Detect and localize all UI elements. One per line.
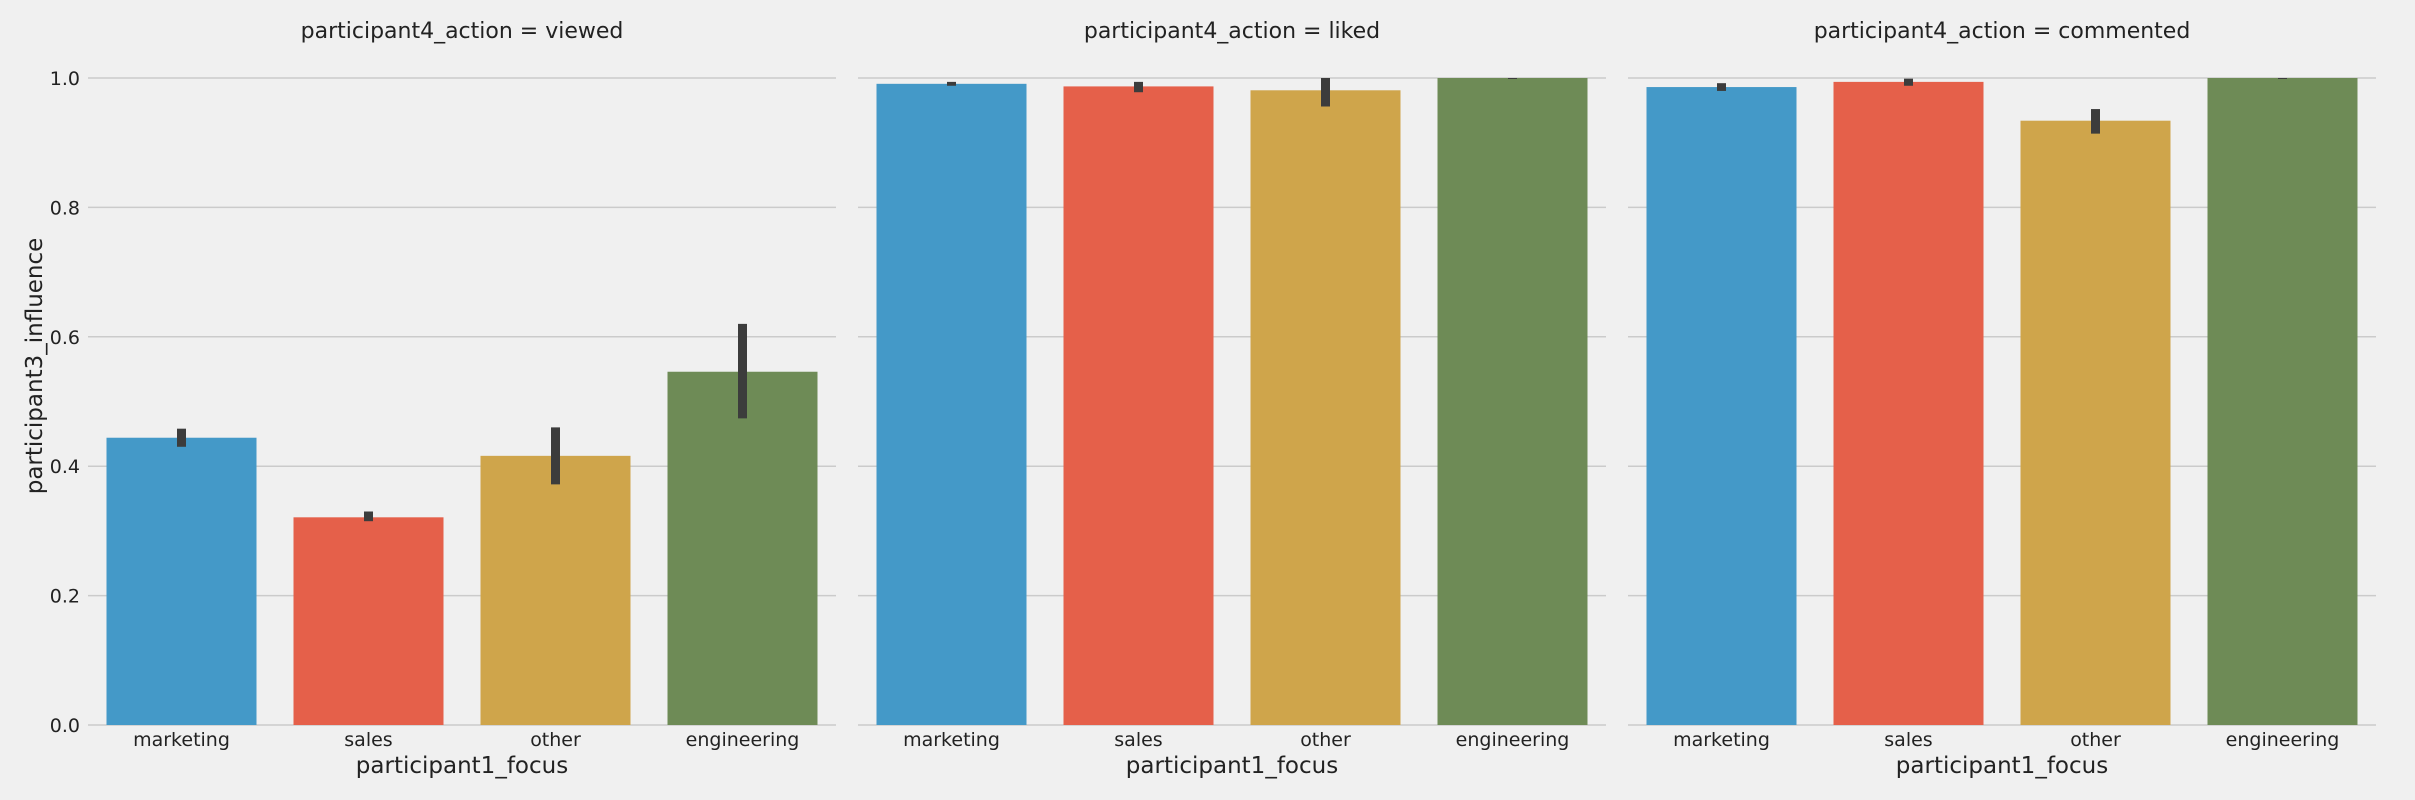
bar-engineering — [667, 371, 818, 725]
x-axis-label: participant1_focus — [1896, 753, 2108, 779]
bar-engineering — [2207, 78, 2358, 725]
x-tick-label: marketing — [903, 729, 1000, 751]
y-tick-label: 0.0 — [50, 715, 80, 737]
x-tick-label: marketing — [1673, 729, 1770, 751]
x-tick-label: marketing — [133, 729, 230, 751]
x-tick-label: engineering — [1456, 729, 1570, 751]
y-axis-label: participant3_influence — [22, 238, 48, 495]
panel-3: participant4_action = commented marketing… — [1628, 19, 2376, 779]
panel-title: participant4_action = commented — [1814, 19, 2191, 44]
panel-1: 0.0 0.2 0.4 0.6 0.8 1.0 participant4_action = … — [50, 19, 836, 779]
bar-marketing — [106, 437, 257, 725]
panel-title: participant4_action = liked — [1084, 19, 1380, 44]
bar-other — [480, 455, 631, 725]
bar-sales — [293, 517, 444, 725]
bar-sales — [1833, 81, 1984, 725]
panel-title: participant4_action = viewed — [301, 19, 624, 44]
x-axis-label: participant1_focus — [1126, 753, 1338, 779]
bar-sales — [1063, 86, 1214, 725]
x-tick-label: sales — [1114, 729, 1162, 751]
chart-panels: 0.0 0.2 0.4 0.6 0.8 1.0 participant4_action = … — [50, 19, 2376, 779]
bar-engineering — [1437, 78, 1588, 725]
y-tick-label: 0.8 — [50, 197, 80, 219]
x-tick-label: engineering — [2226, 729, 2340, 751]
x-tick-label: other — [2070, 729, 2121, 751]
y-tick-label: 1.0 — [50, 68, 80, 90]
x-tick-label: sales — [344, 729, 392, 751]
bar-marketing — [1646, 87, 1797, 726]
bar-other — [1250, 90, 1401, 726]
x-tick-label: other — [1300, 729, 1351, 751]
panel-2: participant4_action = liked marketing sale… — [858, 19, 1606, 779]
x-tick-label: engineering — [686, 729, 800, 751]
x-tick-label: other — [530, 729, 581, 751]
y-tick-label: 0.2 — [50, 586, 80, 608]
y-tick-label: 0.6 — [50, 327, 80, 349]
x-tick-label: sales — [1884, 729, 1932, 751]
x-axis-label: participant1_focus — [356, 753, 568, 779]
bar-other — [2020, 120, 2171, 725]
y-tick-label: 0.4 — [50, 456, 80, 478]
bar-marketing — [876, 83, 1027, 725]
